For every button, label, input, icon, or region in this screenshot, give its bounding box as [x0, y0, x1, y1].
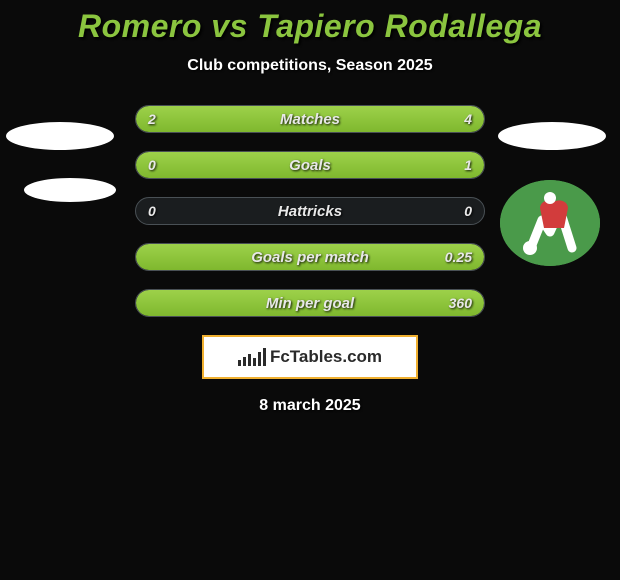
player-left-avatar-placeholder: [6, 122, 114, 150]
stat-left-value: 0: [148, 157, 156, 173]
stat-right-value: 360: [449, 295, 472, 311]
stat-row: Goals per match 0.25: [135, 243, 485, 271]
stat-label: Goals: [289, 157, 331, 174]
bars-icon: [238, 348, 266, 366]
stat-row: 0 Hattricks 0: [135, 197, 485, 225]
player-left-badge-placeholder: [24, 178, 116, 202]
stat-right-value: 0.25: [445, 249, 472, 265]
brand-label: FcTables.com: [270, 347, 382, 367]
stat-row: Min per goal 360: [135, 289, 485, 317]
stat-left-value: 0: [148, 203, 156, 219]
page-title: Romero vs Tapiero Rodallega: [0, 8, 620, 45]
stat-left-value: 2: [148, 111, 156, 127]
club-badge-icon: [500, 180, 600, 266]
stat-label: Matches: [280, 111, 340, 128]
subtitle: Club competitions, Season 2025: [0, 57, 620, 75]
stat-label: Hattricks: [278, 203, 342, 220]
brand-footer[interactable]: FcTables.com: [202, 335, 418, 379]
stat-right-value: 1: [464, 157, 472, 173]
date-label: 8 march 2025: [0, 397, 620, 415]
stats-list: 2 Matches 4 0 Goals 1 0 Hattricks 0 Goals per mat…: [135, 105, 485, 317]
player-right-avatar-placeholder: [498, 122, 606, 150]
stat-label: Goals per match: [251, 249, 369, 266]
stat-label: Min per goal: [266, 295, 354, 312]
stat-row: 2 Matches 4: [135, 105, 485, 133]
stat-right-value: 0: [464, 203, 472, 219]
stat-right-value: 4: [464, 111, 472, 127]
stat-row: 0 Goals 1: [135, 151, 485, 179]
